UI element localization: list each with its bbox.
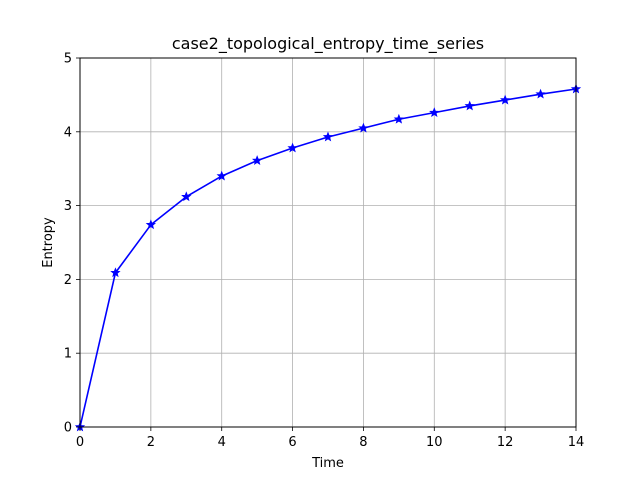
x-tick-label: 2 — [147, 435, 155, 450]
data-point-star — [216, 170, 227, 181]
x-tick-label: 6 — [288, 435, 296, 450]
x-tick-label: 12 — [497, 435, 514, 450]
data-point-star — [181, 191, 192, 202]
y-tick-label: 5 — [64, 52, 72, 67]
y-axis-label: Entropy — [41, 217, 56, 268]
series — [74, 83, 582, 432]
x-tick-label: 10 — [426, 435, 443, 450]
y-tick-label: 0 — [64, 421, 72, 436]
chart-title: case2_topological_entropy_time_series — [172, 34, 484, 54]
data-point-star — [358, 122, 369, 133]
data-point-star — [499, 94, 511, 105]
x-tick-label: 0 — [76, 435, 84, 450]
data-point-star — [145, 219, 157, 230]
y-tick-label: 4 — [64, 125, 72, 140]
data-point-star — [287, 142, 298, 153]
y-tick-label: 2 — [64, 273, 72, 288]
data-point-star — [322, 131, 334, 142]
x-tick-label: 8 — [359, 435, 367, 450]
data-point-star — [429, 107, 440, 117]
x-tick-label: 14 — [568, 435, 585, 450]
x-axis-label: Time — [311, 456, 344, 471]
data-point-star — [251, 155, 263, 165]
y-tick-label: 1 — [64, 347, 72, 362]
data-point-star — [464, 100, 475, 111]
x-tick-label: 4 — [218, 435, 226, 450]
data-point-star — [535, 88, 546, 99]
data-point-star — [393, 113, 405, 124]
y-tick-label: 3 — [64, 199, 72, 214]
data-point-star — [110, 267, 121, 278]
plot-frame — [79, 57, 577, 428]
